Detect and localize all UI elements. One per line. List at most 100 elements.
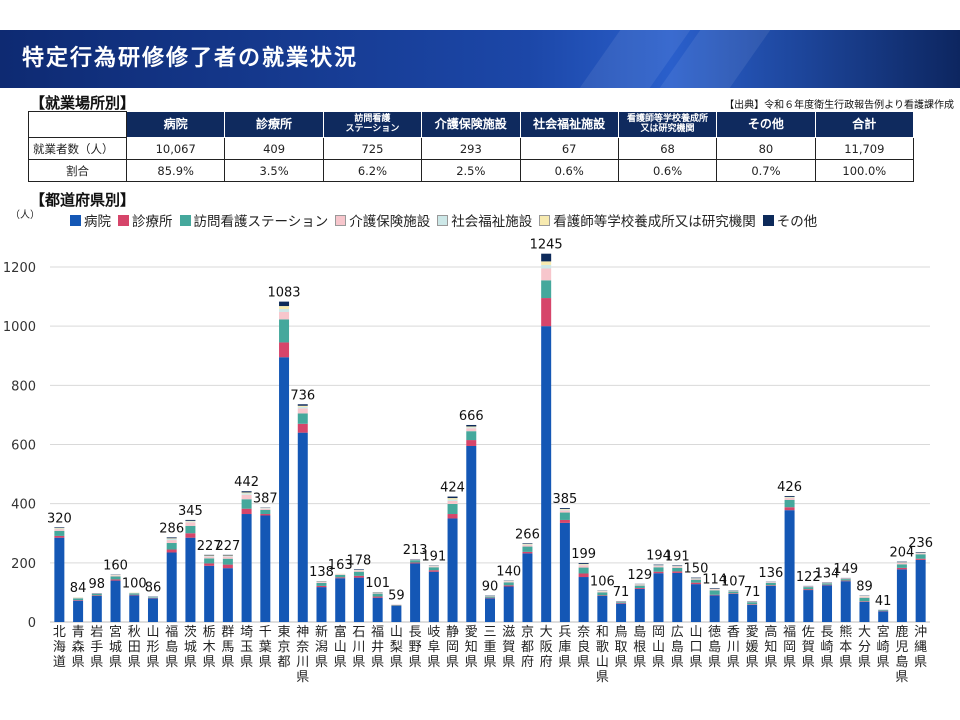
- bar-segment: [297, 405, 308, 407]
- x-tick-label-char: 県: [221, 655, 234, 670]
- bar-total-label: 736: [290, 388, 315, 403]
- bar-segment: [822, 583, 833, 585]
- x-tick-label-char: 県: [615, 655, 628, 670]
- x-tick-label-char: 大: [858, 625, 871, 640]
- bar-segment: [578, 564, 589, 565]
- table-cell: 0.6%: [519, 159, 619, 182]
- bar-segment: [185, 522, 196, 526]
- x-tick-label-char: 潟: [315, 640, 328, 655]
- section-heading-workplace: 【就業場所別】: [30, 94, 136, 112]
- bar-segment: [896, 561, 907, 563]
- y-tick-label: 0: [28, 616, 36, 631]
- table-cell: 3.5%: [224, 159, 324, 182]
- bar-segment: [297, 432, 308, 622]
- x-tick-label-char: 崎: [821, 640, 834, 655]
- x-tick-label-char: 徳: [708, 625, 721, 640]
- bar-total-label: 140: [496, 565, 521, 580]
- bar-segment: [559, 522, 570, 622]
- x-tick-label-char: 馬: [221, 640, 234, 655]
- bar-segment: [559, 508, 570, 509]
- x-tick-label-char: 城: [184, 640, 197, 655]
- bar-segment: [54, 535, 65, 538]
- bar-segment: [110, 575, 121, 577]
- bar-segment: [447, 501, 458, 504]
- bar-segment: [597, 592, 608, 596]
- bar-segment: [372, 597, 383, 622]
- x-tick-label-char: 静: [446, 625, 459, 640]
- bar-segment: [222, 554, 233, 556]
- x-tick-label-char: 県: [315, 655, 328, 670]
- bar-total-label: 191: [421, 549, 446, 564]
- x-tick-label-char: 県: [689, 655, 702, 670]
- bar-segment: [466, 445, 477, 622]
- x-tick-label-char: 高: [764, 624, 777, 640]
- bar-segment: [485, 597, 495, 599]
- bar-segment: [896, 569, 907, 622]
- section-heading-prefecture: 【都道府県別】: [30, 191, 136, 209]
- legend-item: 社会福祉施設: [437, 210, 532, 230]
- x-tick-label-char: 神: [296, 625, 309, 640]
- bar-segment: [166, 540, 177, 544]
- x-tick-label-char: 県: [802, 655, 815, 670]
- x-tick-label-char: 城: [109, 640, 122, 655]
- x-tick-label-char: 田: [128, 640, 141, 655]
- bar-segment: [896, 562, 907, 565]
- bar-segment: [653, 564, 664, 566]
- bar-segment: [541, 280, 552, 299]
- bar-segment: [166, 538, 177, 541]
- x-tick-label-char: 知: [465, 639, 478, 655]
- bar-segment: [559, 509, 570, 511]
- bar-segment: [166, 538, 177, 539]
- x-tick-label-char: 熊: [839, 624, 852, 640]
- y-tick-label: 600: [11, 439, 36, 454]
- legend-label: 病院: [84, 214, 111, 230]
- bar-segment: [522, 546, 533, 552]
- table-header-cell: 訪問看護 ステーション: [322, 111, 423, 138]
- x-tick-label-char: 岡: [446, 640, 459, 655]
- bar-total-label: 213: [403, 543, 428, 558]
- bar-segment: [147, 598, 158, 622]
- bar-segment: [241, 493, 252, 495]
- legend-item: その他: [762, 210, 817, 230]
- x-tick-label-char: 宮: [877, 624, 890, 640]
- bar-segment: [616, 603, 627, 604]
- x-tick-label-char: 県: [390, 655, 403, 670]
- bar-segment: [784, 499, 795, 508]
- bar-total-label: 89: [856, 580, 873, 595]
- bar-total-label: 385: [552, 492, 577, 507]
- bar-segment: [279, 301, 290, 307]
- x-tick-label-char: 県: [165, 655, 178, 670]
- x-tick-label-char: 森: [72, 640, 85, 655]
- x-tick-label-char: 県: [334, 655, 347, 670]
- bar-total-label: 106: [590, 575, 615, 590]
- table-row-label: 就業者数（人）: [28, 137, 127, 160]
- x-tick-label-char: 石: [352, 625, 365, 640]
- bar-segment: [672, 571, 683, 573]
- bar-segment: [709, 589, 720, 591]
- bar-segment: [204, 558, 215, 564]
- bar-segment: [222, 558, 233, 565]
- bar-segment: [91, 595, 102, 596]
- x-tick-label-char: 県: [259, 655, 272, 670]
- bar-segment: [447, 498, 458, 500]
- table-cell: 11,709: [814, 137, 915, 160]
- x-tick-label-char: 玉: [240, 640, 253, 655]
- table-cell: 0.7%: [716, 159, 816, 182]
- x-tick-label-char: 県: [877, 655, 890, 670]
- x-tick-label-char: 山: [334, 640, 347, 655]
- bar-total-label: 98: [89, 577, 106, 592]
- bar-segment: [91, 593, 102, 596]
- x-tick-label-char: 京: [521, 625, 534, 640]
- bar-segment: [840, 581, 851, 622]
- bar-segment: [522, 543, 533, 545]
- bar-segment: [316, 587, 327, 622]
- legend-label: 社会福祉施設: [451, 214, 533, 230]
- x-tick-label-char: 京: [278, 640, 291, 655]
- x-tick-label-char: 手: [90, 640, 103, 655]
- bar-segment: [915, 552, 926, 553]
- bar-segment: [690, 584, 701, 622]
- bar-segment: [522, 551, 533, 554]
- x-tick-label-char: 県: [652, 655, 665, 670]
- x-tick-label-char: 山: [689, 625, 702, 640]
- x-tick-label-char: 県: [128, 655, 141, 670]
